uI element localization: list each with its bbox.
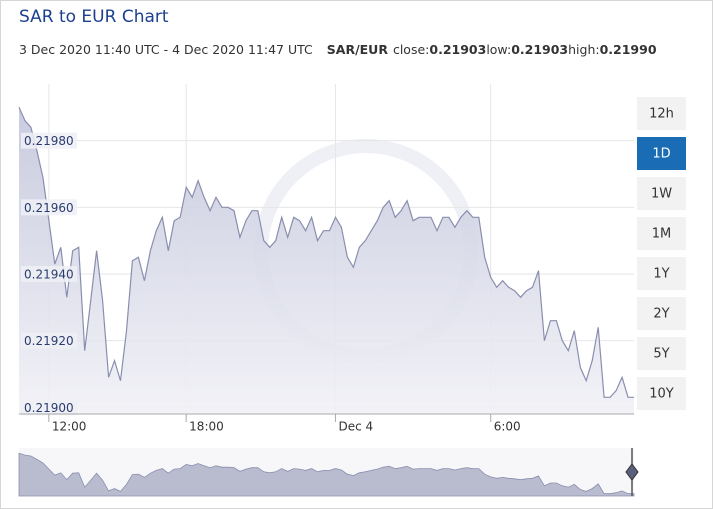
y-tick-label: 0.21940 <box>24 268 74 282</box>
y-tick-label-bg <box>21 266 77 282</box>
range-button[interactable] <box>637 257 686 290</box>
x-tick-label: 18:00 <box>189 420 224 434</box>
y-tick-label-bg <box>21 132 77 149</box>
range-button[interactable] <box>637 217 686 250</box>
y-tick-label-bg <box>21 399 77 416</box>
range-button[interactable] <box>637 337 686 370</box>
range-button[interactable] <box>637 377 686 410</box>
stat-value: 0.21903 <box>511 42 568 57</box>
range-button[interactable] <box>637 297 686 330</box>
range-button[interactable] <box>637 97 686 130</box>
pair: SAR/EUR <box>327 42 389 57</box>
range-button-label[interactable]: 1Y <box>653 267 669 282</box>
range-button[interactable] <box>637 177 686 210</box>
stat-label: high: <box>568 42 599 57</box>
y-tick-label: 0.21960 <box>24 201 74 215</box>
range-button-label[interactable]: 1D <box>652 147 670 162</box>
y-tick-label: 0.21920 <box>24 334 74 348</box>
stat-label: low: <box>486 42 511 57</box>
range-button-label[interactable]: 1W <box>651 187 672 202</box>
range-button[interactable] <box>637 137 686 170</box>
range-button-label[interactable]: 10Y <box>649 387 674 402</box>
date-range: 3 Dec 2020 11:40 UTC - 4 Dec 2020 11:47 … <box>19 42 313 57</box>
navigator-handle[interactable] <box>625 463 639 481</box>
y-tick-label-bg <box>21 199 77 216</box>
area <box>19 107 634 415</box>
stat-value: 0.21990 <box>600 42 657 57</box>
range-button-label[interactable]: 2Y <box>653 307 669 322</box>
line <box>18 107 634 398</box>
navigator-area <box>18 452 635 497</box>
x-tick-label: 12:00 <box>52 420 87 434</box>
y-tick-label: 0.21900 <box>24 401 74 415</box>
range-button-label[interactable]: 5Y <box>653 347 669 362</box>
x-tick-label: Dec 4 <box>338 420 373 434</box>
range-button-label[interactable]: 1M <box>652 227 672 242</box>
chart-subtitle: 3 Dec 2020 11:40 UTC - 4 Dec 2020 11:47 … <box>19 42 657 57</box>
y-tick-label-bg <box>21 332 77 349</box>
y-tick-label: 0.21980 <box>24 134 74 148</box>
stat-label: close: <box>393 42 429 57</box>
chart-title: SAR to EUR Chart <box>19 7 169 27</box>
x-tick-label: 6:00 <box>494 420 521 434</box>
range-button-label[interactable]: 12h <box>649 107 674 122</box>
stat-value: 0.21903 <box>429 42 486 57</box>
